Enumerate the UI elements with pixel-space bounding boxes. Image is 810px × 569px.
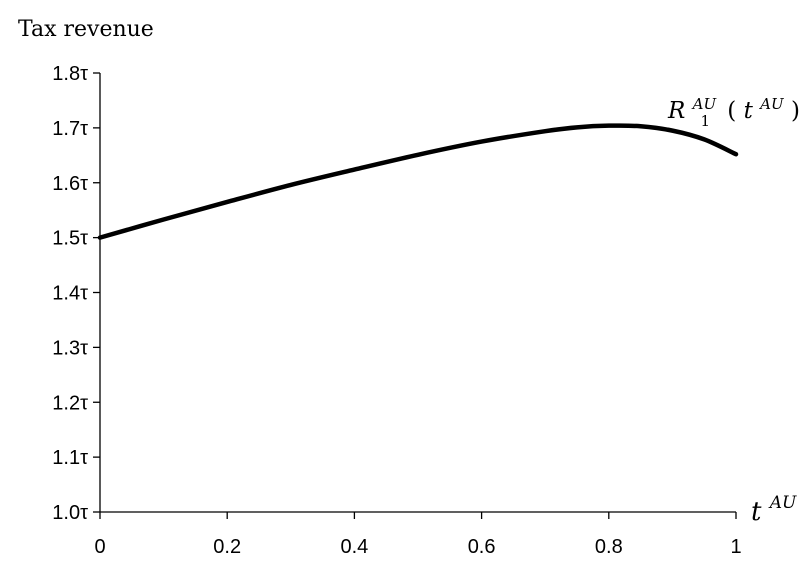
series-label-arg-sup: AU: [758, 95, 785, 113]
x-tick-label: 0.8: [595, 536, 623, 558]
y-tick-label: 1.1τ: [52, 447, 88, 469]
series-label-open: (: [727, 98, 736, 124]
x-tick-label: 0.6: [468, 536, 496, 558]
y-tick-label: 1.5τ: [52, 228, 88, 250]
y-tick-label: 1.4τ: [52, 283, 88, 305]
y-tick-label: 1.2τ: [52, 392, 88, 414]
x-axis-title-base: t: [751, 497, 762, 527]
y-tick-label: 1.7τ: [52, 118, 88, 140]
series-label-arg: t: [744, 98, 754, 124]
y-ticks: 1.0τ 1.1τ 1.2τ 1.3τ 1.4τ 1.5τ 1.6τ 1.7τ 1.8τ: [52, 63, 100, 524]
x-axis-title: t AU: [751, 493, 797, 527]
series-label-sub: 1: [700, 112, 710, 130]
y-tick-label: 1.3τ: [52, 337, 88, 359]
series-label: R AU 1 ( t AU ): [667, 89, 800, 132]
y-tick-label: 1.6τ: [52, 173, 88, 195]
series-label-close: ): [791, 98, 800, 124]
x-tick-label: 0: [94, 536, 105, 558]
y-tick-label: 1.0τ: [52, 502, 88, 524]
x-axis-title-sup: AU: [768, 493, 797, 513]
x-tick-label: 0.4: [340, 536, 368, 558]
y-axis-title: Tax revenue: [18, 17, 154, 42]
y-tick-label: 1.8τ: [52, 63, 88, 85]
series-label-sup: AU: [691, 95, 718, 113]
revenue-curve: [97, 123, 739, 240]
series-label-base: R: [667, 98, 685, 124]
x-ticks: 0 0.2 0.4 0.6 0.8 1: [94, 512, 742, 558]
x-tick-label: 0.2: [213, 536, 241, 558]
x-tick-label: 1: [730, 536, 741, 558]
